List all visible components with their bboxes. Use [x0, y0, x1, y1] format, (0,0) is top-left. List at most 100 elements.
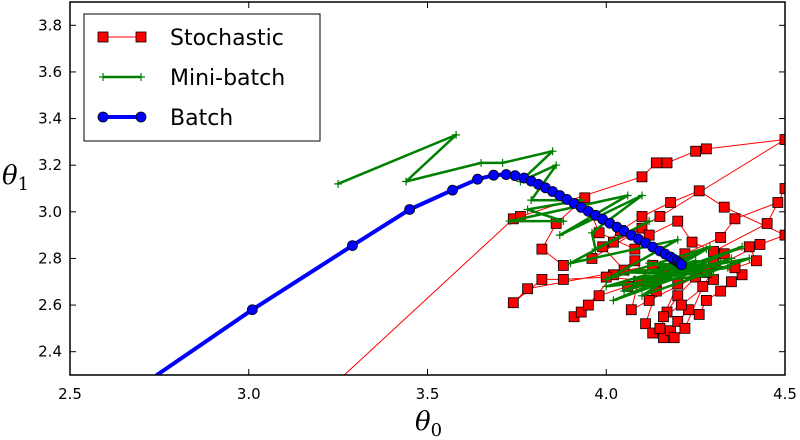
stochastic-point	[672, 290, 684, 302]
y-tick-label: 3.8	[38, 16, 62, 34]
stochastic-point	[636, 211, 648, 222]
stochastic-point	[643, 294, 655, 306]
mini-batch-point	[638, 191, 646, 200]
legend-marker	[97, 31, 109, 43]
stochastic-point	[672, 215, 684, 227]
stochastic-point	[536, 243, 548, 255]
mini-batch-point	[523, 205, 532, 214]
stochastic-point	[522, 283, 533, 295]
stochastic-point	[736, 269, 748, 281]
stochastic-point	[779, 183, 785, 194]
mini-batch-point	[623, 191, 632, 200]
mini-batch-point	[566, 259, 575, 268]
legend-marker	[137, 73, 145, 81]
stochastic-point	[579, 192, 591, 204]
stochastic-point	[693, 185, 705, 197]
mini-batch-point	[691, 256, 700, 265]
x-tick-label: 3.0	[237, 385, 261, 403]
stochastic-point	[557, 274, 569, 285]
mini-batch-point	[638, 277, 646, 286]
batch-point	[246, 304, 258, 316]
stochastic-point	[625, 304, 637, 316]
batch-point	[500, 169, 512, 180]
mini-batch-point	[638, 291, 646, 300]
stochastic-point	[761, 218, 773, 229]
mini-batch-point	[527, 196, 536, 205]
mini-batch-point	[702, 245, 711, 254]
mini-batch-point	[591, 245, 600, 254]
stochastic-point	[658, 311, 669, 323]
legend: Stochastic Mini-batch Batch	[83, 13, 321, 142]
stochastic-point	[751, 255, 762, 267]
legend-marker	[99, 73, 107, 81]
mini-batch-point	[709, 270, 718, 279]
batch-point	[347, 240, 358, 252]
mini-batch-point	[680, 268, 689, 277]
stochastic-point	[593, 290, 605, 302]
stochastic-point	[636, 171, 648, 183]
batch-point	[472, 173, 483, 185]
y-tick-label: 2.8	[38, 249, 62, 267]
mini-batch-point	[602, 275, 611, 284]
stochastic-point	[668, 332, 680, 344]
mini-batch-point	[609, 296, 618, 305]
stochastic-point	[654, 322, 666, 334]
legend-marker	[135, 111, 147, 123]
batch-point	[404, 204, 416, 215]
y-tick-label: 2.4	[38, 343, 62, 361]
stochastic-point	[650, 157, 662, 169]
stochastic-point	[536, 274, 548, 285]
mini-batch-point	[655, 273, 664, 282]
legend-label: Stochastic	[170, 26, 284, 51]
stochastic-point	[679, 322, 691, 334]
stochastic-point	[729, 213, 741, 225]
stochastic-point	[779, 229, 785, 241]
stochastic-point	[640, 318, 651, 330]
stochastic-point	[557, 260, 569, 271]
stochastic-point	[700, 294, 712, 306]
plot-area	[154, 130, 785, 375]
stochastic-point	[582, 299, 594, 311]
mini-batch-point	[505, 217, 514, 226]
mini-batch-point	[673, 235, 682, 244]
mini-batch-point	[587, 228, 596, 237]
x-tick-label: 4.0	[594, 385, 618, 403]
x-tick-label: 2.5	[58, 385, 82, 403]
batch-point	[488, 169, 500, 181]
legend-item-batch: Batch	[97, 106, 233, 131]
axes-ticks: 2.5 3.0 3.5 4.0 4.5 2.4 2.6 2.8 3.0 3.2 3.4 3.6 3.8	[38, 2, 797, 403]
series-mini-batch	[334, 130, 754, 305]
mini-batch-point	[498, 158, 507, 167]
stochastic-point	[661, 157, 673, 169]
stochastic-point	[700, 143, 712, 155]
x-axis-label: θ0	[415, 407, 442, 440]
mini-batch-point	[402, 177, 411, 186]
mini-batch-point	[555, 231, 564, 240]
stochastic-point	[754, 239, 766, 250]
stochastic-point	[772, 197, 784, 208]
stochastic-point	[725, 276, 737, 288]
mini-batch-point	[723, 263, 732, 272]
stochastic-point	[654, 211, 666, 222]
mini-batch-point	[716, 259, 725, 268]
y-tick-label: 3.4	[38, 110, 62, 128]
y-tick-label: 3.2	[38, 156, 62, 174]
stochastic-point	[675, 299, 687, 311]
stochastic-point	[575, 306, 587, 318]
y-axis-label: θ1	[2, 161, 29, 195]
mini-batch-point	[334, 179, 343, 188]
legend-label: Batch	[170, 106, 233, 131]
mini-batch-point	[727, 254, 736, 263]
x-tick-label: 3.5	[416, 385, 440, 403]
mini-batch-point	[745, 254, 754, 263]
stochastic-point	[507, 297, 519, 309]
legend-label: Mini-batch	[170, 66, 285, 91]
mini-batch-point	[645, 259, 654, 268]
stochastic-point	[665, 197, 676, 208]
mini-batch-point	[602, 282, 611, 291]
batch-point	[447, 184, 458, 196]
stochastic-point	[672, 315, 684, 327]
legend-marker	[97, 111, 109, 123]
mini-batch-point	[552, 161, 561, 170]
